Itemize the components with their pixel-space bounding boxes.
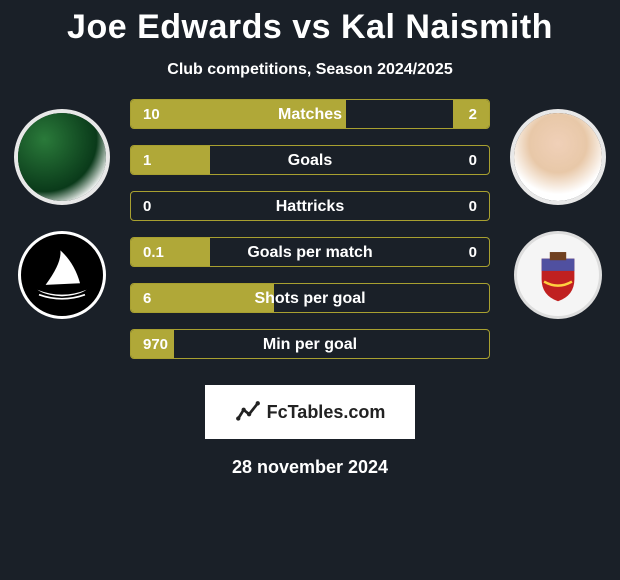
club-crest-left xyxy=(18,231,106,319)
stat-value-right: 0 xyxy=(469,192,477,221)
stat-value-right: 2 xyxy=(469,100,477,129)
stat-label: Shots per goal xyxy=(131,284,489,313)
stat-row: Shots per goal6 xyxy=(130,283,490,313)
avatar-placeholder-icon xyxy=(18,113,106,201)
stat-value-left: 10 xyxy=(143,100,160,129)
shield-crest-icon xyxy=(517,234,599,316)
body-area: Matches102Goals10Hattricks00Goals per ma… xyxy=(0,99,620,379)
date-line: 28 november 2024 xyxy=(0,457,620,478)
stat-bars: Matches102Goals10Hattricks00Goals per ma… xyxy=(130,99,490,375)
page-title: Joe Edwards vs Kal Naismith xyxy=(0,0,620,47)
brand-text: FcTables.com xyxy=(267,402,386,423)
stat-row: Goals1 0 xyxy=(130,145,490,175)
stat-value-left: 0 xyxy=(143,192,151,221)
player-avatar-left xyxy=(14,109,110,205)
stat-value-left: 1 xyxy=(143,146,151,175)
stat-row: Matches10 2 xyxy=(130,99,490,129)
club-crest-right xyxy=(514,231,602,319)
comparison-card: Joe Edwards vs Kal Naismith Club competi… xyxy=(0,0,620,580)
avatar-placeholder-icon xyxy=(514,113,602,201)
stat-row: Min per goal970 xyxy=(130,329,490,359)
stat-row: Goals per match0.1 0 xyxy=(130,237,490,267)
stat-label: Goals xyxy=(131,146,489,175)
sailboat-icon xyxy=(21,234,103,316)
stat-label: Matches xyxy=(131,100,489,129)
stat-value-right: 0 xyxy=(469,146,477,175)
stat-label: Hattricks xyxy=(131,192,489,221)
stat-label: Min per goal xyxy=(131,330,489,359)
stat-label: Goals per match xyxy=(131,238,489,267)
stat-row: Hattricks0 0 xyxy=(130,191,490,221)
stat-value-left: 6 xyxy=(143,284,151,313)
brand-box[interactable]: FcTables.com xyxy=(205,385,415,439)
subtitle: Club competitions, Season 2024/2025 xyxy=(0,61,620,79)
stat-value-right: 0 xyxy=(469,238,477,267)
player-avatar-right xyxy=(510,109,606,205)
stats-icon xyxy=(235,399,261,425)
stat-value-left: 0.1 xyxy=(143,238,164,267)
stat-value-left: 970 xyxy=(143,330,168,359)
